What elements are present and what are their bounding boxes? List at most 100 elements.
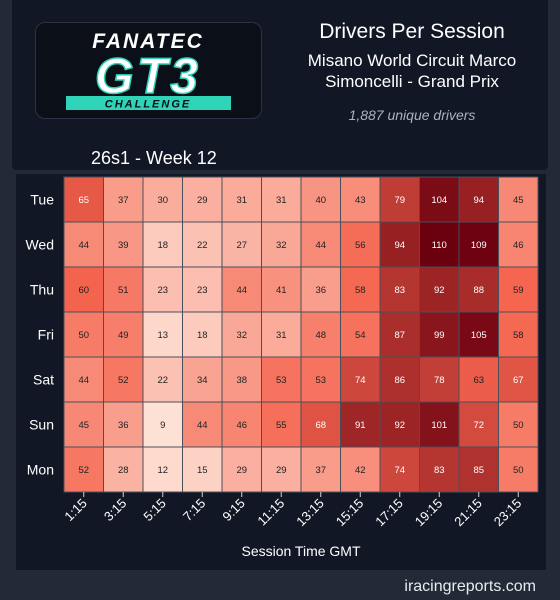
heatmap-cell [498, 266, 539, 313]
heatmap-cell [458, 266, 499, 313]
heatmap-cell-label: 87 [394, 330, 405, 341]
heatmap-cell-label: 60 [78, 285, 89, 296]
y-tick-label: Fri [38, 327, 54, 343]
heatmap-cell [182, 266, 223, 313]
header-card: FANATEC GT3 CHALLENGE Drivers Per Sessio… [12, 0, 548, 170]
heatmap-cell-label: 74 [355, 375, 366, 386]
heatmap-cell-label: 31 [276, 330, 287, 341]
x-tick-label: 5:15 [140, 496, 169, 525]
series-logo-graphic: FANATEC GT3 CHALLENGE [66, 30, 231, 111]
logo-subtitle: CHALLENGE [105, 99, 191, 111]
heatmap-cell-label: 37 [315, 465, 326, 476]
heatmap-cell [379, 401, 420, 448]
x-tick-label: 17:15 [372, 496, 406, 530]
heatmap-cell-label: 92 [434, 285, 445, 296]
x-tick-label: 3:15 [101, 496, 130, 525]
heatmap-cell-label: 18 [157, 240, 168, 251]
heatmap-cell-label: 40 [315, 195, 326, 206]
heatmap-cell-label: 23 [197, 285, 208, 296]
heatmap-cell-label: 51 [118, 285, 129, 296]
heatmap-cell [458, 446, 499, 493]
heatmap-cell [142, 401, 183, 448]
heatmap-cell [103, 401, 144, 448]
heatmap-cell-label: 86 [394, 375, 405, 386]
heatmap-cell-label: 31 [276, 195, 287, 206]
x-tick-label: 11:15 [254, 496, 287, 529]
y-tick-label: Tue [30, 192, 54, 208]
heatmap-cell [498, 401, 539, 448]
heatmap-cell [142, 176, 183, 223]
heatmap-cell-label: 41 [276, 285, 287, 296]
heatmap-cell [498, 176, 539, 223]
heatmap-cell-label: 63 [473, 375, 484, 386]
logo-brand: FANATEC [92, 30, 204, 53]
heatmap-cell-label: 83 [434, 465, 445, 476]
heatmap-cell-label: 36 [315, 285, 326, 296]
heatmap-cell-label: 104 [431, 195, 447, 206]
heatmap-cell-label: 88 [473, 285, 484, 296]
heatmap-cell [498, 311, 539, 358]
heatmap-cell-label: 15 [197, 465, 208, 476]
heatmap-cell [182, 176, 223, 223]
heatmap-cell [261, 401, 302, 448]
heatmap-cell-label: 50 [513, 420, 524, 431]
x-axis-title: Session Time GMT [241, 543, 360, 559]
heatmap-cell-label: 32 [236, 330, 247, 341]
heatmap-cell-label: 45 [513, 195, 524, 206]
heatmap-cell-label: 12 [157, 465, 168, 476]
series-logo: FANATEC GT3 CHALLENGE [35, 22, 262, 119]
heatmap-cell-label: 55 [276, 420, 287, 431]
heatmap-cell-label: 31 [236, 195, 247, 206]
heatmap-cell-label: 36 [118, 420, 129, 431]
x-tick-label: 1:15 [61, 496, 90, 525]
heatmap-cell-label: 34 [197, 375, 208, 386]
heatmap-cell-label: 94 [473, 195, 484, 206]
heatmap-cell-label: 101 [431, 420, 447, 431]
y-tick-label: Mon [27, 462, 54, 478]
heatmap-cell [498, 356, 539, 403]
x-tick-label: 19:15 [412, 496, 446, 530]
heatmap-cell-label: 29 [276, 465, 287, 476]
heatmap-cell [221, 356, 262, 403]
heatmap-cell-label: 44 [197, 420, 208, 431]
heatmap-cell-label: 109 [471, 240, 487, 251]
heatmap-cell [261, 356, 302, 403]
heatmap-cell [63, 176, 104, 223]
heatmap-cell [379, 176, 420, 223]
heatmap-cell-label: 29 [197, 195, 208, 206]
heatmap-cell-label: 32 [276, 240, 287, 251]
heatmap-cell-label: 59 [513, 285, 524, 296]
heatmap-cell-label: 48 [315, 330, 326, 341]
heatmap-cell-label: 45 [78, 420, 89, 431]
heatmap-cell-label: 58 [513, 330, 524, 341]
heatmap-cell-label: 72 [473, 420, 484, 431]
heatmap-cell-label: 44 [78, 240, 89, 251]
heatmap-cell-label: 13 [157, 330, 168, 341]
heatmap-cell-label: 30 [157, 195, 168, 206]
heatmap-cell [340, 401, 381, 448]
logo-series: GT3 [95, 48, 201, 104]
heatmap-cell [340, 311, 381, 358]
x-tick-label: 15:15 [333, 496, 367, 530]
heatmap-cell [103, 446, 144, 493]
x-tick-label: 7:15 [180, 496, 209, 525]
heatmap-cell [261, 446, 302, 493]
heatmap-cell-label: 92 [394, 420, 405, 431]
heatmap-cell [300, 221, 341, 268]
heatmap-cell [63, 221, 104, 268]
heatmap-cell-label: 67 [513, 375, 524, 386]
track-name: Misano World Circuit Marco Simoncelli - … [307, 51, 517, 91]
heatmap-cell [261, 311, 302, 358]
x-tick-label: 23:15 [491, 496, 525, 530]
heatmap-cell-label: 29 [236, 465, 247, 476]
heatmap-cell [300, 311, 341, 358]
heatmap-cell [419, 401, 460, 448]
chart-title: Drivers Per Session [319, 20, 505, 43]
heatmap-cell [458, 356, 499, 403]
heatmap-cell [261, 176, 302, 223]
heatmap-cell [300, 401, 341, 448]
heatmap-cell [103, 311, 144, 358]
y-tick-label: Sat [33, 372, 54, 388]
heatmap-cell-label: 53 [315, 375, 326, 386]
heatmap-cell-label: 39 [118, 240, 129, 251]
